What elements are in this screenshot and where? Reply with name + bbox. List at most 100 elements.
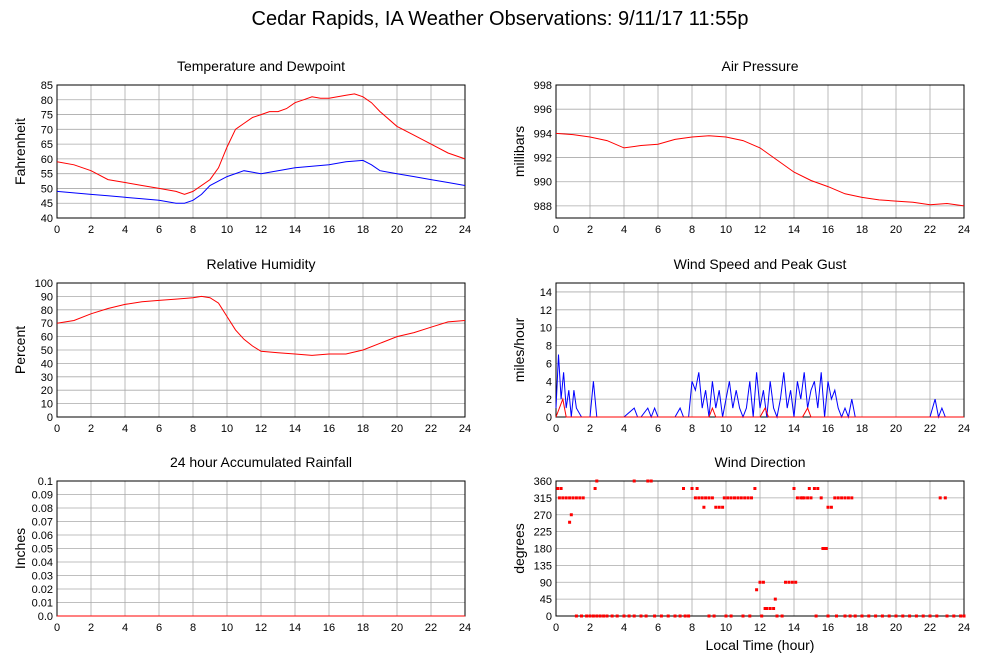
wind-direction-point xyxy=(588,614,592,618)
x-tick-label: 8 xyxy=(190,224,196,236)
wind-direction-point xyxy=(646,479,650,483)
wind-direction-point xyxy=(773,597,777,601)
wind-direction-point xyxy=(887,614,891,618)
wind-direction-point xyxy=(821,547,825,550)
wind-direction-point xyxy=(894,614,898,618)
wind-direction-point xyxy=(748,614,752,618)
wind-direction-point xyxy=(710,496,714,500)
wind-direction-point xyxy=(571,496,575,500)
wind-direction-point xyxy=(853,614,857,618)
wind-direction-point xyxy=(649,479,653,483)
wind-direction-point xyxy=(557,496,561,500)
wind-direction-point xyxy=(908,614,912,618)
x-tick-label: 22 xyxy=(924,423,936,435)
wind-direction-point xyxy=(739,496,743,500)
wind-direction-point xyxy=(836,496,840,500)
wind-direction-point xyxy=(568,496,572,500)
x-tick-label: 20 xyxy=(890,224,902,236)
wind-direction-point xyxy=(935,614,939,618)
y-tick-label: 0.08 xyxy=(32,503,53,515)
wind-direction-point xyxy=(833,496,837,500)
y-tick-label: 40 xyxy=(41,358,53,370)
wind-direction-point xyxy=(556,487,560,490)
x-tick-label: 14 xyxy=(788,224,800,236)
y-tick-label: 0.0 xyxy=(38,611,53,623)
wind-direction-point xyxy=(928,614,932,618)
y-tick-label: 75 xyxy=(41,110,53,122)
y-axis-label: millibars xyxy=(511,126,527,177)
wind-direction-point xyxy=(840,496,844,500)
x-tick-label: 2 xyxy=(88,423,94,435)
wind-direction-point xyxy=(561,496,565,500)
wind-direction-point xyxy=(794,580,798,584)
wind-direction-point xyxy=(678,614,682,618)
wind-direction-point xyxy=(780,614,784,618)
wind-direction-point xyxy=(807,487,811,490)
series-line-red xyxy=(555,132,965,207)
x-tick-label: 0 xyxy=(54,224,60,236)
wind-direction-point xyxy=(850,496,854,500)
wind-direction-point xyxy=(722,496,726,500)
wind-direction-point xyxy=(938,496,942,500)
y-tick-label: 994 xyxy=(534,128,552,140)
y-tick-label: 30 xyxy=(41,372,53,384)
y-tick-label: 4 xyxy=(546,376,552,388)
x-tick-label: 20 xyxy=(391,224,403,236)
x-tick-label: 22 xyxy=(425,224,437,236)
wind-direction-point xyxy=(598,614,602,618)
x-tick-label: 24 xyxy=(459,224,471,236)
y-tick-label: 0 xyxy=(546,412,552,424)
x-tick-label: 18 xyxy=(856,622,868,634)
wind-direction-point xyxy=(768,607,772,610)
plot-frame xyxy=(56,282,466,418)
wind-direction-point xyxy=(802,496,806,500)
x-tick-label: 18 xyxy=(357,423,369,435)
x-tick-label: 2 xyxy=(587,224,593,236)
wind-direction-point xyxy=(835,614,838,618)
wind-direction-point xyxy=(792,487,796,490)
chart-title: Relative Humidity xyxy=(207,256,316,272)
wind-direction-point xyxy=(867,614,871,618)
wind-direction-point xyxy=(593,487,597,490)
wind-direction-point xyxy=(673,614,677,618)
x-tick-label: 22 xyxy=(425,622,437,634)
wind-direction-point xyxy=(615,614,619,618)
wind-direction-point xyxy=(702,505,706,509)
y-tick-label: 12 xyxy=(540,305,552,317)
x-tick-label: 6 xyxy=(156,622,162,634)
x-tick-label: 0 xyxy=(553,224,559,236)
x-tick-label: 0 xyxy=(553,423,559,435)
x-tick-label: 4 xyxy=(621,423,627,435)
x-tick-label: 24 xyxy=(958,224,970,236)
series-line-blue xyxy=(56,159,466,204)
wind-direction-point xyxy=(860,614,864,618)
y-axis-label: degrees xyxy=(511,523,527,574)
y-tick-label: 14 xyxy=(540,287,552,299)
wind-direction-point xyxy=(772,607,776,610)
wind-direction-point xyxy=(799,496,803,500)
wind-direction-point xyxy=(653,614,657,618)
x-tick-label: 20 xyxy=(890,622,902,634)
chart-title: Temperature and Dewpoint xyxy=(177,58,345,74)
x-tick-label: 8 xyxy=(689,423,695,435)
y-tick-label: 988 xyxy=(534,201,552,213)
x-tick-label: 6 xyxy=(156,224,162,236)
wind-direction-point xyxy=(644,614,648,618)
y-tick-label: 90 xyxy=(540,577,552,589)
x-tick-label: 8 xyxy=(190,423,196,435)
series-line-red xyxy=(56,295,466,356)
x-tick-label: 24 xyxy=(958,622,970,634)
y-tick-label: 0.07 xyxy=(32,517,53,529)
wind-direction-point xyxy=(602,614,606,618)
wind-direction-point xyxy=(755,588,759,592)
wind-direction-point xyxy=(962,614,966,618)
x-tick-label: 24 xyxy=(459,622,471,634)
wind-direction-point xyxy=(843,614,847,618)
plot-frame xyxy=(555,480,965,617)
wind-direction-point xyxy=(801,496,804,500)
y-tick-label: 360 xyxy=(534,476,552,488)
wind-direction-point xyxy=(736,496,740,500)
y-axis-label: miles/hour xyxy=(511,317,527,382)
x-tick-label: 10 xyxy=(221,622,233,634)
